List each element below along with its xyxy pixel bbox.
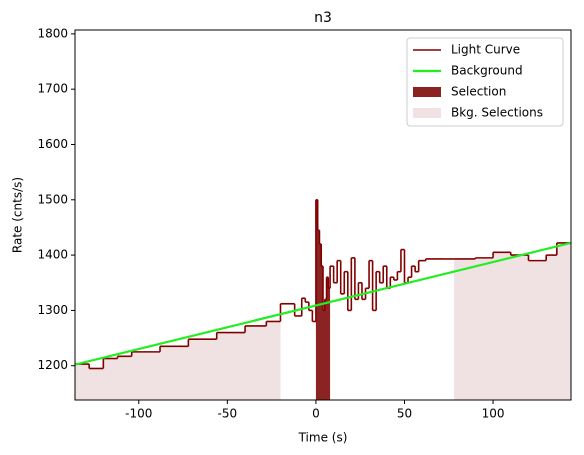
x-tick-label: 0 — [312, 407, 320, 421]
chart-title: n3 — [314, 10, 332, 26]
x-tick-label: 50 — [397, 407, 412, 421]
y-tick-label: 1200 — [37, 358, 68, 372]
legend-label: Light Curve — [451, 43, 520, 57]
legend-label: Bkg. Selections — [451, 106, 543, 120]
legend-label: Background — [451, 64, 523, 78]
y-axis-label: Rate (cnts/s) — [11, 177, 25, 253]
y-tick-label: 1500 — [37, 192, 68, 206]
background-line — [75, 241, 571, 366]
x-tick-label: 100 — [482, 407, 505, 421]
plot-area — [75, 198, 571, 400]
plot-frame — [74, 29, 572, 401]
legend-swatch — [413, 87, 441, 97]
legend-label: Selection — [451, 85, 506, 99]
legend-box — [406, 37, 564, 127]
y-tick-label: 1700 — [37, 82, 68, 96]
x-tick-label: -100 — [125, 407, 152, 421]
range-fill — [75, 321, 281, 400]
x-tick-label: -50 — [218, 407, 238, 421]
x-axis-label: Time (s) — [298, 431, 348, 445]
range-fill — [454, 242, 571, 400]
y-tick-label: 1800 — [37, 26, 68, 40]
y-tick-label: 1400 — [37, 248, 68, 262]
legend-swatch — [413, 108, 441, 118]
y-tick-label: 1300 — [37, 303, 68, 317]
y-tick-label: 1600 — [37, 137, 68, 151]
